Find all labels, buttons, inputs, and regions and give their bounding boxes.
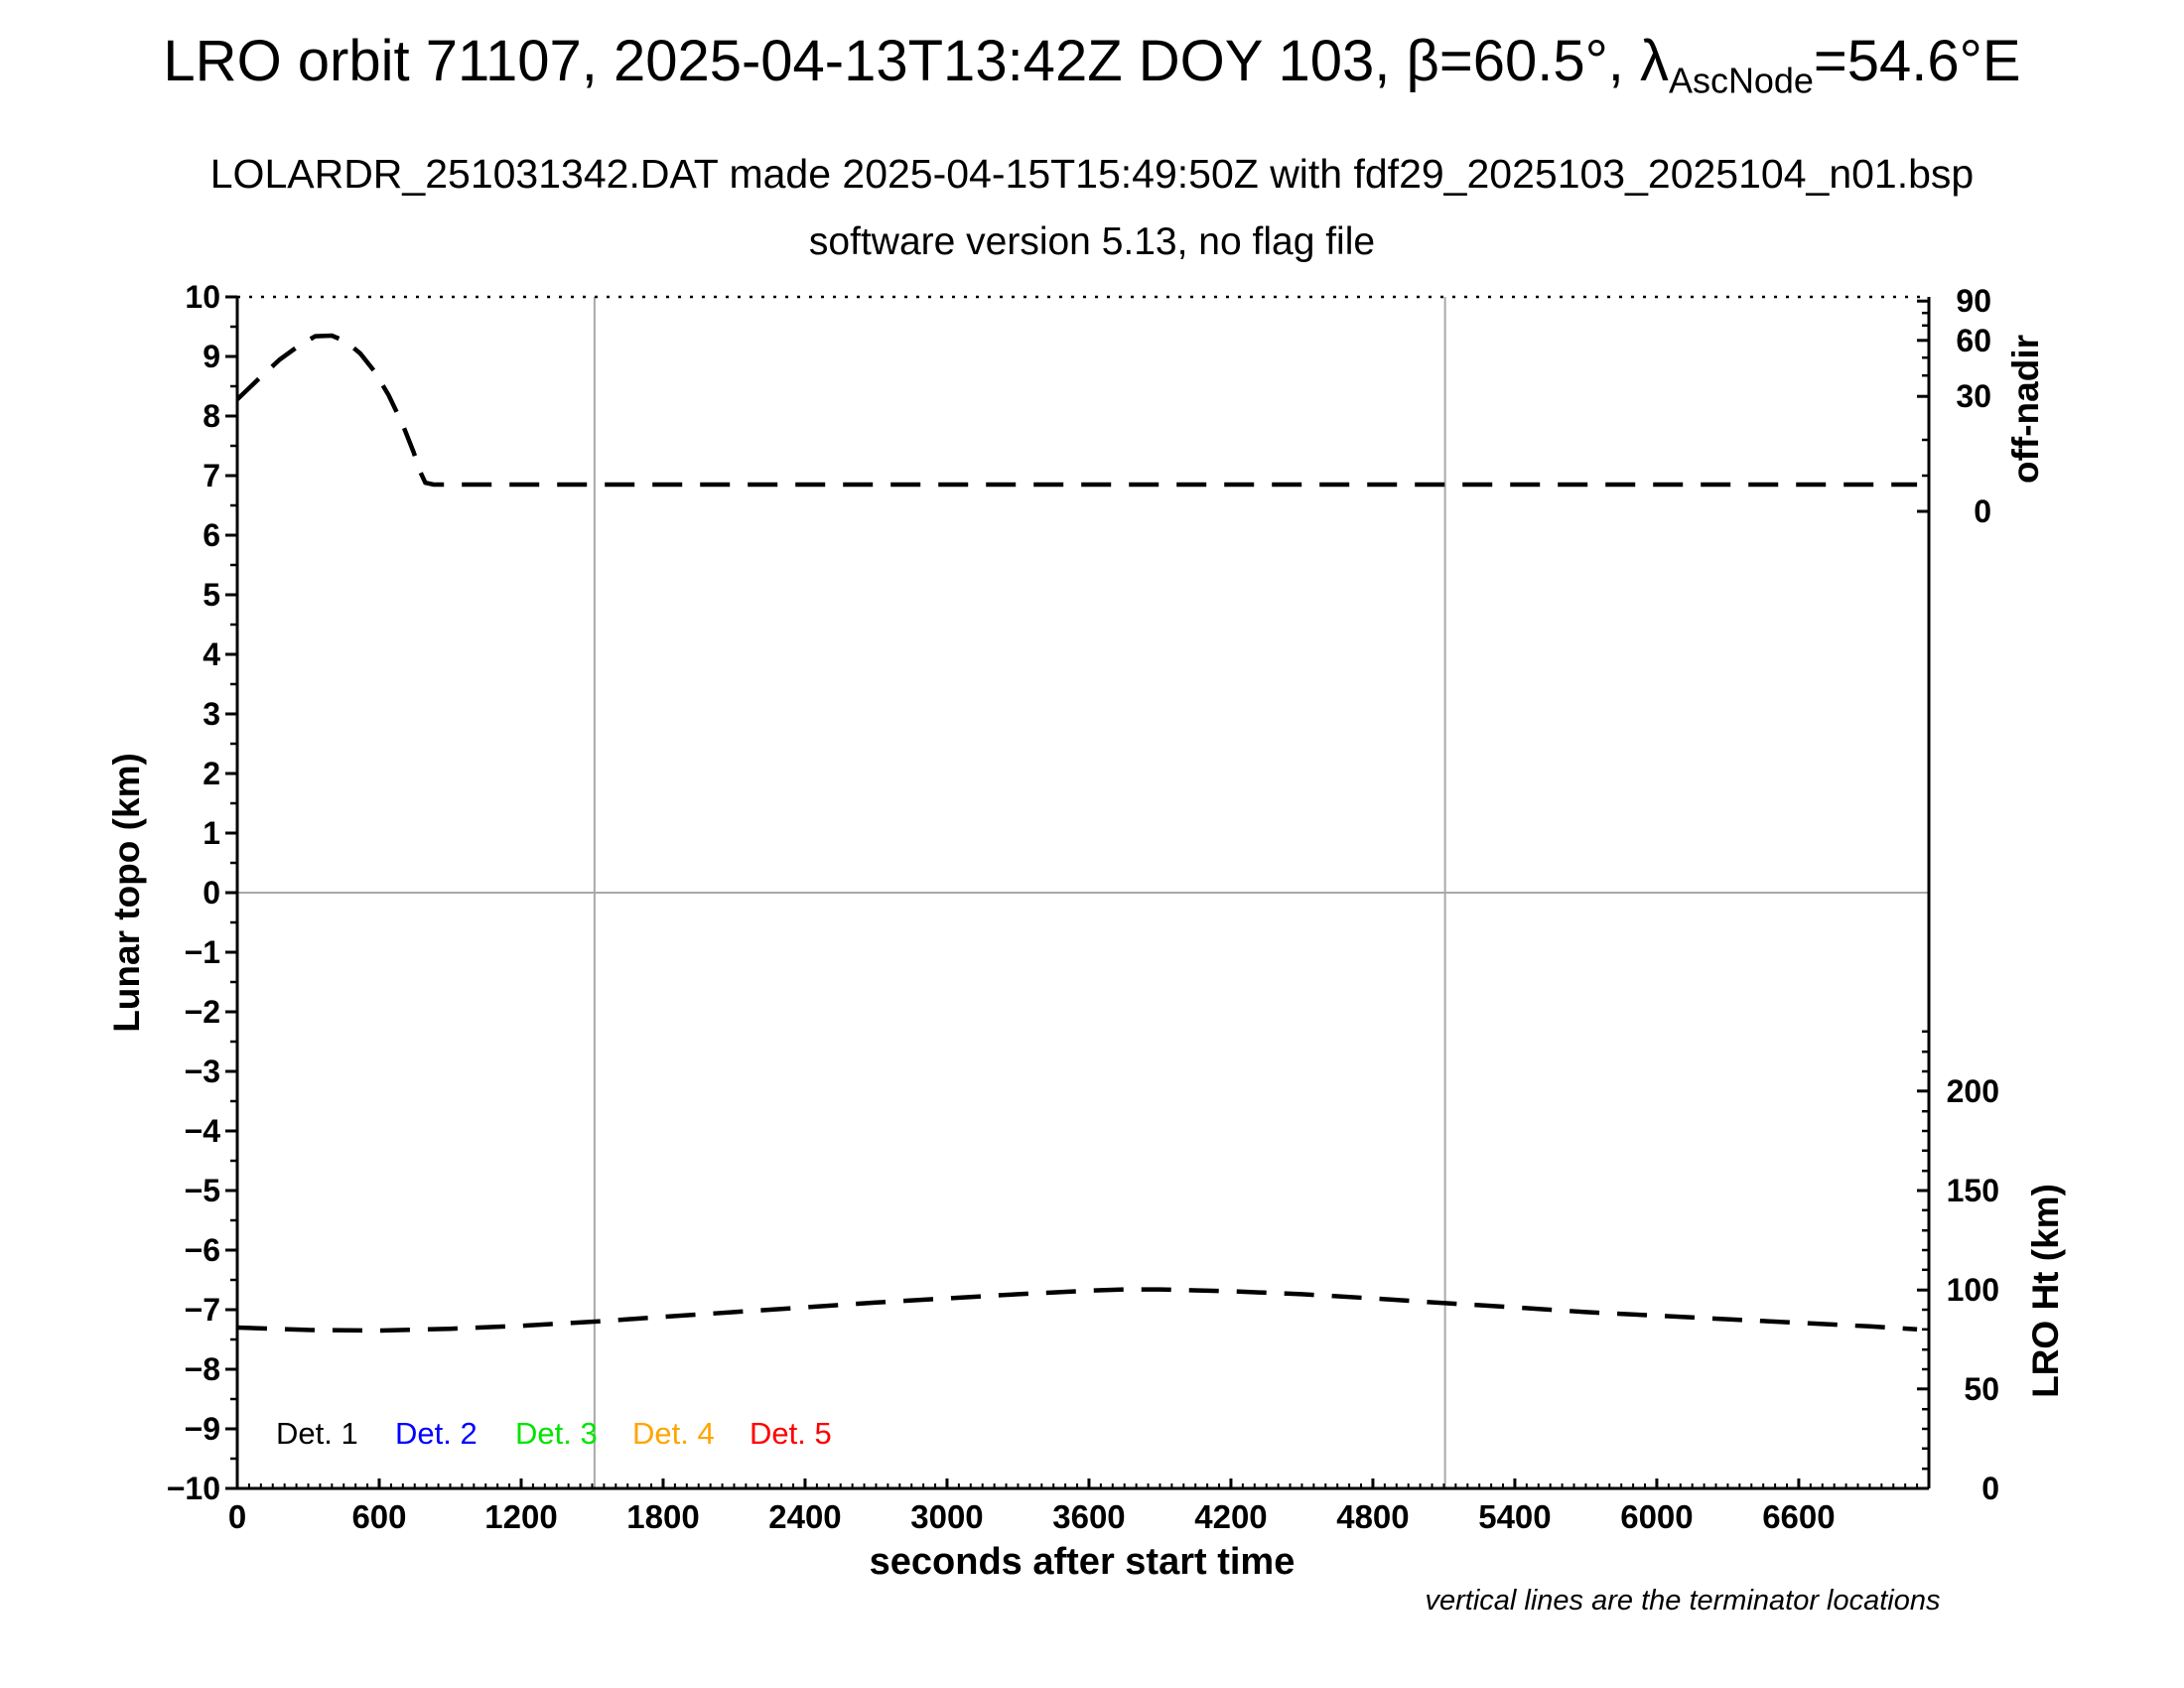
y-axis-tick-label: −9 <box>185 1411 220 1447</box>
x-axis-tick-label: 2400 <box>768 1498 841 1535</box>
legend-item-det-5: Det. 5 <box>750 1416 832 1451</box>
x-axis-tick-label: 3600 <box>1052 1498 1125 1535</box>
y-axis-tick-label: −1 <box>185 934 220 970</box>
y-axis-tick-label: −3 <box>185 1054 220 1089</box>
off-nadir-tick-label: 90 <box>1956 283 1991 319</box>
y-axis-tick-label: 3 <box>203 696 220 732</box>
y-axis-label-lro-height: LRO Ht (km) <box>2025 1184 2066 1398</box>
y-axis-tick-label: −4 <box>185 1113 221 1149</box>
curve-LRO-height <box>236 1287 1918 1334</box>
x-axis-tick-label: 6000 <box>1620 1498 1693 1535</box>
y-axis-tick-label: −8 <box>185 1351 220 1387</box>
lro-ht-tick-label: 0 <box>1981 1471 1999 1506</box>
y-axis-tick-label: −10 <box>167 1471 220 1506</box>
legend-item-det-2: Det. 2 <box>395 1416 478 1451</box>
x-axis-tick-label: 1200 <box>484 1498 557 1535</box>
y-axis-tick-label: −2 <box>185 994 220 1030</box>
lro-ht-tick-label: 50 <box>1964 1371 1999 1407</box>
x-axis-tick-label: 4200 <box>1194 1498 1267 1535</box>
lro-ht-tick-label: 100 <box>1947 1272 1999 1308</box>
lro-ht-tick-label: 150 <box>1947 1173 1999 1208</box>
y-axis-tick-label: 9 <box>203 339 220 374</box>
y-axis-tick-label: −6 <box>185 1232 220 1268</box>
y-axis-tick-label: −7 <box>185 1292 220 1328</box>
subtitle-version-line: software version 5.13, no flag file <box>808 220 1376 263</box>
x-axis-title: seconds after start time <box>869 1541 1296 1583</box>
terminator-footnote: vertical lines are the terminator locati… <box>1425 1585 1941 1617</box>
x-axis-tick-label: 6600 <box>1762 1498 1835 1535</box>
y-axis-tick-label: −5 <box>185 1173 220 1208</box>
title-suffix: =54.6°E <box>1813 29 2021 93</box>
title-subscript: AscNode <box>1669 60 1814 101</box>
legend-item-det-1: Det. 1 <box>276 1416 358 1451</box>
y-axis-tick-label: 10 <box>185 279 220 315</box>
subtitle-file-line: LOLARDR_251031342.DAT made 2025-04-15T15… <box>209 151 1975 197</box>
detector-legend: Det. 1 Det. 2 Det. 3 Det. 4 Det. 5 <box>0 1416 2184 1456</box>
x-axis-tick-label: 5400 <box>1478 1498 1551 1535</box>
off-nadir-tick-label: 30 <box>1956 378 1991 414</box>
y-axis-tick-label: 8 <box>203 398 220 434</box>
y-axis-label-off-nadir: off-nadir <box>2005 334 2046 485</box>
x-axis-tick-label: 1800 <box>626 1498 699 1535</box>
curve-off-nadir-angle <box>235 333 1918 488</box>
y-axis-tick-label: 2 <box>203 756 220 791</box>
title-prefix: LRO orbit 71107, 2025-04-13T13:42Z DOY 1… <box>163 29 1670 93</box>
legend-item-det-4: Det. 4 <box>632 1416 715 1451</box>
off-nadir-tick-label: 60 <box>1956 323 1991 358</box>
x-axis-tick-label: 600 <box>351 1498 406 1535</box>
off-nadir-tick-label: 0 <box>1974 493 1991 529</box>
y-axis-tick-label: 6 <box>203 517 220 553</box>
x-axis-tick-label: 0 <box>228 1498 246 1535</box>
legend-item-det-3: Det. 3 <box>515 1416 598 1451</box>
y-axis-tick-label: 0 <box>203 875 220 911</box>
x-axis-tick-label: 3000 <box>910 1498 983 1535</box>
y-axis-label-left: Lunar topo (km) <box>106 753 147 1033</box>
x-axis-tick-label: 4800 <box>1336 1498 1409 1535</box>
y-axis-tick-label: 7 <box>203 458 220 493</box>
lro-ht-tick-label: 200 <box>1947 1073 1999 1109</box>
y-axis-tick-label: 1 <box>203 815 220 851</box>
y-axis-tick-label: 4 <box>203 636 220 672</box>
page-title: LRO orbit 71107, 2025-04-13T13:42Z DOY 1… <box>0 28 2184 102</box>
y-axis-tick-label: 5 <box>203 577 220 613</box>
